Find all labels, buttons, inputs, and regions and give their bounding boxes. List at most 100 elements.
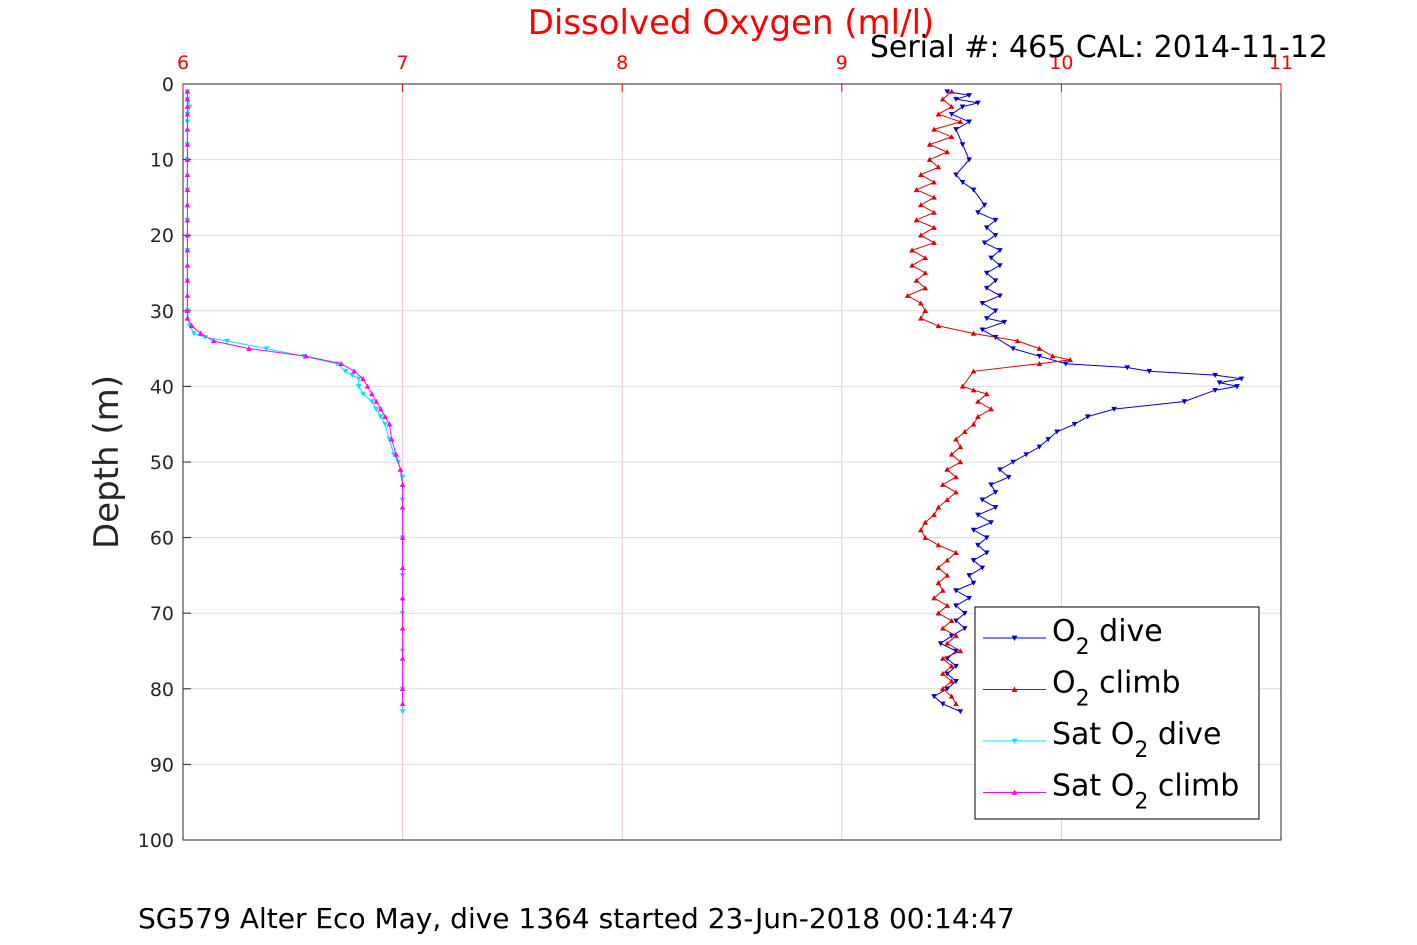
data-point [918,300,924,306]
data-point [953,96,959,102]
data-point [188,323,195,329]
data-point [953,603,959,609]
data-point [360,376,366,382]
data-point [1238,376,1245,382]
data-point [961,428,968,434]
x-tick-label: 6 [177,52,189,74]
data-point [922,308,929,314]
data-point [983,550,990,556]
data-point [393,451,399,457]
data-point [184,217,191,223]
data-point [983,225,990,231]
data-point [351,368,358,374]
data-point [953,436,959,442]
data-point [184,141,191,147]
data-point [944,671,951,677]
data-point [944,572,951,578]
data-point [948,693,955,699]
data-point [970,330,977,336]
data-point [959,180,966,186]
data-point [1049,353,1056,359]
data-point [918,315,924,321]
data-point [399,565,406,571]
data-point [992,308,999,314]
data-point [1023,452,1030,458]
data-point [386,421,393,427]
data-point [992,232,999,238]
data-point [918,232,924,238]
data-point [1212,372,1218,378]
data-point [953,633,959,639]
y-tick-label: 40 [150,376,174,398]
data-point [975,413,981,419]
data-point [184,202,191,208]
data-point [975,210,981,216]
x-tick-label: 8 [616,52,628,74]
y-tick-label: 30 [150,301,174,323]
data-point [184,96,191,102]
x-tick-label: 11 [1269,52,1293,74]
data-point [399,655,406,661]
data-point [399,709,406,715]
data-point [979,497,986,503]
data-point [184,308,191,314]
data-point [937,641,944,647]
data-point [966,119,972,125]
data-point [940,481,946,487]
data-point [944,686,951,692]
data-point [210,338,217,344]
data-point [377,406,384,412]
data-point [992,278,999,284]
data-point [926,141,933,147]
data-point [224,338,230,344]
data-point [970,580,977,586]
data-point [369,399,375,405]
data-point [953,618,959,624]
legend-marker-sample [1011,686,1018,692]
y-tick-label: 100 [138,830,174,852]
data-point [373,398,380,404]
data-point [1212,387,1218,393]
data-point [184,315,191,321]
data-point [959,383,966,389]
data-point [948,103,955,109]
series-1-group [904,88,1073,707]
data-point [931,595,937,601]
data-point [184,111,191,117]
data-point [909,262,915,268]
data-point [1001,319,1008,325]
data-point [399,481,406,487]
data-point [966,595,972,601]
data-point [931,224,937,230]
data-point [953,549,959,555]
data-point [935,565,942,571]
data-point [940,686,946,692]
data-point [1036,444,1043,450]
data-point [988,482,994,488]
data-point [360,391,366,397]
data-point [931,126,937,132]
y-tick-label: 60 [150,528,174,550]
legend: O2 dive O2 climb Sat O2 dive Sat O2 climb [974,606,1260,820]
data-point [992,217,999,223]
data-point [940,96,946,102]
y-tick-label: 70 [150,603,174,625]
data-point [953,701,959,707]
data-point [981,240,988,246]
data-point [970,558,977,564]
data-point [1036,353,1043,359]
data-point [959,104,966,110]
series-0-group [931,89,1245,715]
data-point [184,292,191,298]
data-point [940,587,946,593]
data-point [966,157,972,163]
data-point [364,383,371,389]
data-point [961,626,968,632]
data-point [1146,369,1153,375]
data-point [1036,345,1043,351]
data-point [382,413,388,419]
data-point [913,217,920,223]
y-tick-label: 0 [162,74,174,96]
data-point [997,248,1003,254]
data-point [397,466,404,472]
